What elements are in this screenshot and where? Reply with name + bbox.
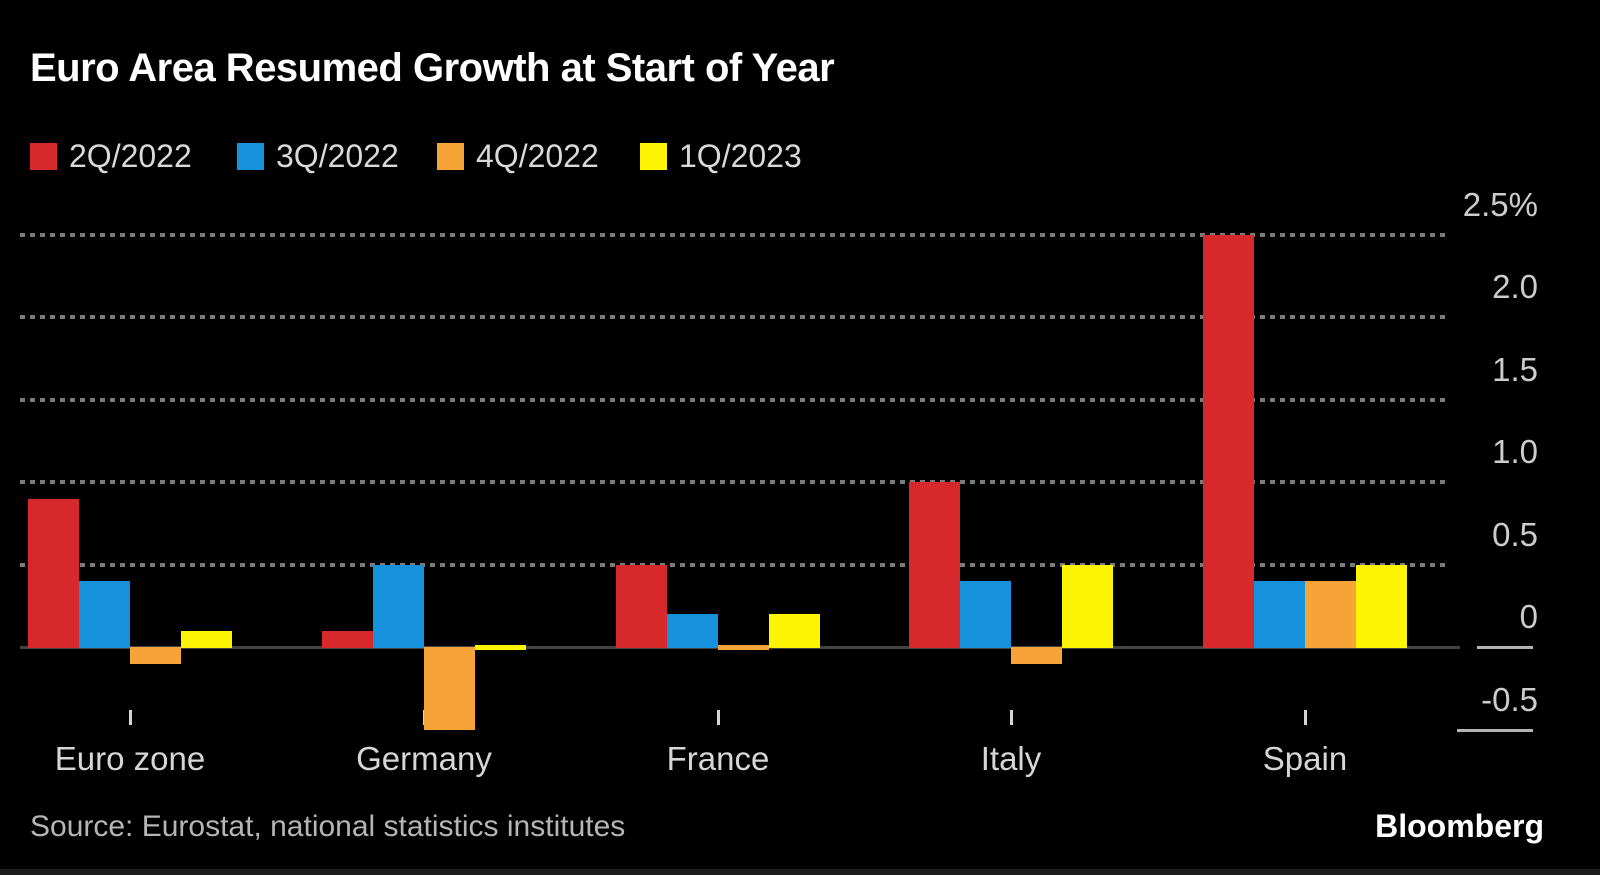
legend-item-1q-2023: 1Q/2023: [640, 138, 802, 175]
bar-spain-4q-2022: [1305, 581, 1356, 648]
bar-france-4q-2022: [718, 645, 769, 650]
bar-euro-zone-4q-2022: [130, 647, 181, 664]
bar-italy-2q-2022: [909, 482, 960, 648]
ytick-label-0-5: 0.5: [1492, 515, 1538, 553]
category-label-germany: Germany: [356, 740, 492, 777]
gridline-2: [20, 315, 1448, 319]
bar-germany-2q-2022: [322, 630, 373, 648]
ytick-label-2-5-: 2.5%: [1462, 185, 1538, 223]
bar-spain-1q-2023: [1356, 564, 1407, 648]
legend-label-3q-2022: 3Q/2022: [276, 138, 399, 174]
legend-item-4q-2022: 4Q/2022: [437, 138, 599, 175]
bar-spain-2q-2022: [1203, 234, 1254, 648]
ytick-label-1-0: 1.0: [1492, 433, 1538, 470]
bar-france-2q-2022: [616, 564, 667, 648]
legend-swatch-3q-2022: [237, 143, 264, 170]
xtick-spain: [1304, 710, 1307, 725]
zero-axis-stub-right: [1477, 646, 1533, 649]
xtick-italy: [1010, 710, 1013, 725]
bar-italy-3q-2022: [960, 581, 1011, 648]
ytick-label-2-0: 2.0: [1492, 268, 1538, 305]
axis-bottom-stub: [1457, 728, 1533, 732]
legend-label-4q-2022: 4Q/2022: [476, 138, 599, 174]
bottom-edge-divider: [0, 869, 1600, 875]
bar-france-1q-2023: [769, 614, 820, 648]
bar-euro-zone-3q-2022: [79, 581, 130, 648]
bar-italy-1q-2023: [1062, 564, 1113, 648]
legend-swatch-4q-2022: [437, 143, 464, 170]
chart-title: Euro Area Resumed Growth at Start of Yea…: [30, 46, 835, 90]
bar-germany-1q-2023: [475, 645, 526, 650]
xtick-france: [717, 710, 720, 725]
legend-label-1q-2023: 1Q/2023: [679, 138, 802, 174]
bar-germany-3q-2022: [373, 564, 424, 648]
gridline-0.5: [20, 562, 1448, 567]
ytick-label-0: 0: [1519, 598, 1538, 635]
bar-euro-zone-2q-2022: [28, 498, 79, 648]
bar-spain-3q-2022: [1254, 581, 1305, 648]
category-label-italy: Italy: [980, 740, 1042, 777]
legend-swatch-1q-2023: [640, 143, 667, 170]
category-label-france: France: [666, 740, 770, 777]
bar-italy-4q-2022: [1011, 647, 1062, 664]
source-text: Source: Eurostat, national statistics in…: [30, 810, 626, 843]
category-label-euro-zone: Euro zone: [54, 740, 206, 777]
legend-item-3q-2022: 3Q/2022: [237, 138, 399, 175]
gridline-2.5: [20, 232, 1448, 237]
bar-germany-4q-2022: [424, 647, 475, 730]
gridline-1: [20, 480, 1448, 484]
bloomberg-logo: Bloomberg: [1375, 808, 1544, 844]
ytick-label--0-5: -0.5: [1481, 680, 1538, 718]
bar-france-3q-2022: [667, 614, 718, 648]
category-label-spain: Spain: [1262, 740, 1348, 777]
legend-label-2q-2022: 2Q/2022: [69, 138, 192, 174]
legend-item-2q-2022: 2Q/2022: [30, 138, 192, 175]
ytick-label-1-5: 1.5: [1492, 350, 1538, 388]
xtick-euro-zone: [129, 710, 132, 725]
gridline-1.5: [20, 397, 1448, 402]
legend-swatch-2q-2022: [30, 143, 57, 170]
bar-euro-zone-1q-2023: [181, 630, 232, 648]
